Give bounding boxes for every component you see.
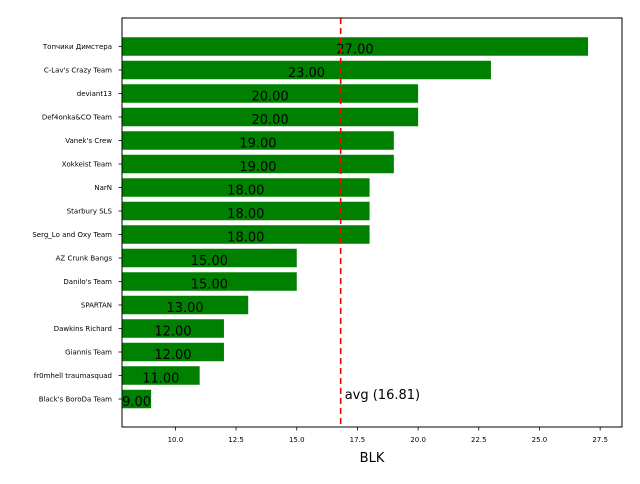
y-tick-label: fr0mhell traumasquad [34, 372, 112, 380]
y-tick-label: deviant13 [77, 90, 112, 98]
y-tick-label: Starbury SLS [67, 208, 113, 216]
bar-value-label: 23.00 [288, 66, 325, 81]
bar [122, 84, 419, 103]
bar [122, 295, 249, 315]
bar [122, 366, 200, 385]
x-tick-label: 15.0 [289, 436, 305, 444]
bar [122, 60, 491, 80]
bar-value-label: 11.00 [142, 372, 179, 387]
y-tick-label: Dawkins Richard [54, 325, 112, 333]
bar-value-label: 12.00 [154, 348, 191, 363]
average-label: avg (16.81) [345, 388, 420, 403]
bar-value-label: 18.00 [227, 231, 264, 246]
bar [122, 201, 370, 221]
y-tick-label: Giannis Team [65, 349, 112, 357]
bar-value-label: 20.00 [251, 113, 288, 128]
bar-value-label: 12.00 [154, 325, 191, 340]
x-axis-label: BLK [360, 451, 385, 466]
bar-value-label: 19.00 [239, 137, 276, 152]
bar [122, 272, 297, 291]
value-labels-layer: 27.0023.0020.0020.0019.0019.0018.0018.00… [122, 43, 374, 411]
x-tick-label: 12.5 [228, 436, 244, 444]
bar [122, 37, 589, 56]
bar [122, 319, 224, 338]
x-tick-label: 22.5 [471, 436, 487, 444]
bar-value-label: 15.00 [191, 254, 228, 269]
bar [122, 178, 370, 197]
y-tick-label: Serg_Lo and Oxy Team [32, 231, 112, 239]
bar-value-label: 13.00 [166, 301, 203, 316]
y-tick-label: Black's BoroDa Team [39, 396, 112, 404]
y-tick-label: Топчики Димстера [42, 43, 112, 51]
x-tick-label: 20.0 [410, 436, 426, 444]
y-tick-label: NarN [94, 184, 112, 192]
bar-value-label: 27.00 [336, 43, 373, 58]
plot-area-frame [121, 17, 623, 428]
bar [122, 107, 419, 127]
y-tick-label: Def4onka&CO Team [42, 114, 112, 122]
bar-value-label: 20.00 [251, 90, 288, 105]
x-tick-label: 17.5 [350, 436, 366, 444]
y-tick-label: AZ Crunk Bangs [56, 255, 113, 263]
x-axis-ticks: 10.0 12.5 15.0 17.5 20.0 22.5 25.0 27.5 [168, 427, 608, 444]
bar [122, 131, 394, 150]
bar [122, 225, 370, 244]
y-tick-label: Vanek's Crew [65, 137, 112, 145]
average-layer: avg (16.81) [339, 18, 420, 427]
x-tick-label: 25.0 [532, 436, 548, 444]
y-tick-label: SPARTAN [81, 302, 112, 310]
y-tick-label: C-Lav's Crazy Team [44, 67, 112, 75]
y-tick-label: Danilo's Team [63, 278, 112, 286]
bar-value-label: 9.00 [122, 395, 151, 410]
x-tick-label: 27.5 [592, 436, 608, 444]
x-tick-label: 10.0 [168, 436, 184, 444]
bar [122, 154, 394, 174]
bars-layer [122, 37, 589, 409]
bar [122, 248, 297, 268]
y-axis-ticks: Топчики Димстера C-Lav's Crazy Team devian… [32, 43, 122, 404]
bar-value-label: 19.00 [239, 160, 276, 175]
bar [122, 389, 152, 409]
y-tick-label: Xokkeist Team [62, 161, 112, 169]
bar-value-label: 18.00 [227, 207, 264, 222]
bar-value-label: 18.00 [227, 184, 264, 199]
bar [122, 342, 224, 362]
bar-value-label: 15.00 [191, 278, 228, 293]
